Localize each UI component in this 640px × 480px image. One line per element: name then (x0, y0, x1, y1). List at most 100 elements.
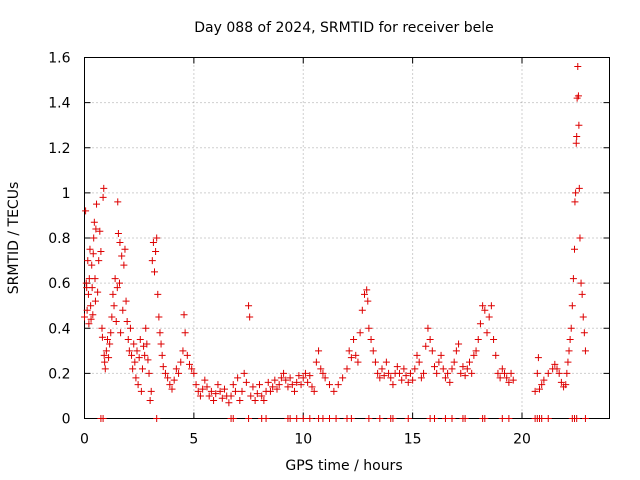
data-point (364, 297, 372, 305)
data-point (574, 92, 582, 100)
data-point (339, 374, 347, 382)
data-point (216, 387, 224, 395)
data-point (507, 369, 515, 377)
data-point (128, 351, 136, 359)
data-point (247, 392, 255, 400)
data-point (249, 383, 257, 391)
data-point (152, 248, 160, 256)
data-point (378, 365, 386, 373)
data-point (147, 387, 155, 395)
data-point (534, 354, 542, 362)
data-point (81, 313, 88, 321)
data-point (175, 369, 183, 377)
data-point (112, 317, 120, 325)
data-point (100, 184, 108, 192)
data-point (420, 369, 428, 377)
data-point (299, 415, 307, 422)
data-point (380, 372, 388, 380)
data-point (332, 415, 340, 422)
data-point (264, 378, 272, 386)
data-point (151, 268, 158, 276)
data-point (158, 351, 166, 359)
y-axis-label: SRMTID / TECUs (6, 182, 22, 295)
data-point (319, 415, 327, 422)
data-point (288, 381, 296, 389)
data-point (99, 415, 107, 422)
data-point (172, 365, 180, 373)
data-point (133, 347, 141, 355)
data-point (555, 369, 563, 377)
grid-layer (84, 57, 610, 419)
data-point (317, 365, 325, 373)
data-point (95, 257, 103, 265)
data-point (472, 347, 480, 355)
data-point (437, 351, 445, 359)
data-point (496, 374, 504, 382)
data-point (400, 365, 408, 373)
data-point (286, 374, 294, 382)
y-tick-label: 1.6 (48, 51, 70, 67)
data-point (356, 329, 364, 337)
data-point (94, 288, 102, 296)
data-point (466, 358, 473, 366)
data-point (234, 374, 242, 382)
data-point (459, 363, 467, 371)
data-point (347, 354, 355, 362)
data-point (126, 324, 134, 332)
data-point (269, 383, 277, 391)
data-point (533, 369, 541, 377)
data-point (142, 324, 150, 332)
data-point (88, 261, 96, 269)
data-point (120, 261, 128, 269)
data-point (306, 415, 314, 422)
data-point (143, 340, 151, 348)
data-point (439, 365, 447, 373)
data-point (564, 358, 572, 366)
data-point (145, 369, 153, 377)
data-point (129, 365, 137, 373)
data-point (256, 381, 263, 389)
data-point (415, 358, 423, 366)
data-point (350, 336, 358, 344)
data-point (155, 313, 163, 321)
data-point (571, 198, 579, 206)
data-point (212, 390, 220, 398)
data-point (376, 415, 384, 422)
data-point (411, 365, 419, 373)
data-point (361, 290, 368, 298)
data-point (433, 369, 441, 377)
data-point (312, 358, 320, 366)
data-point (347, 415, 355, 422)
data-point (153, 234, 161, 242)
data-point (238, 387, 246, 395)
data-point (444, 369, 452, 377)
data-point (538, 381, 546, 389)
data-point (531, 387, 539, 395)
data-point (137, 387, 145, 395)
data-point (207, 387, 215, 395)
data-point (106, 340, 114, 348)
data-point (365, 415, 373, 422)
data-point (225, 399, 233, 407)
data-point (253, 390, 261, 398)
data-point (100, 351, 108, 359)
data-point (509, 376, 517, 384)
data-point (271, 376, 279, 384)
data-point (188, 365, 196, 373)
data-point (144, 356, 152, 364)
data-point (326, 415, 333, 422)
data-point (89, 311, 97, 319)
data-point (91, 297, 99, 305)
data-point (569, 275, 577, 283)
data-point (568, 302, 576, 310)
data-point (330, 387, 338, 395)
data-point (84, 257, 92, 265)
data-point (291, 387, 298, 395)
x-tick-label: 0 (80, 432, 89, 448)
data-point (293, 415, 301, 422)
data-point (180, 311, 188, 319)
data-point (183, 351, 191, 359)
data-point (186, 360, 193, 368)
data-point (114, 198, 122, 206)
data-point (130, 340, 138, 348)
